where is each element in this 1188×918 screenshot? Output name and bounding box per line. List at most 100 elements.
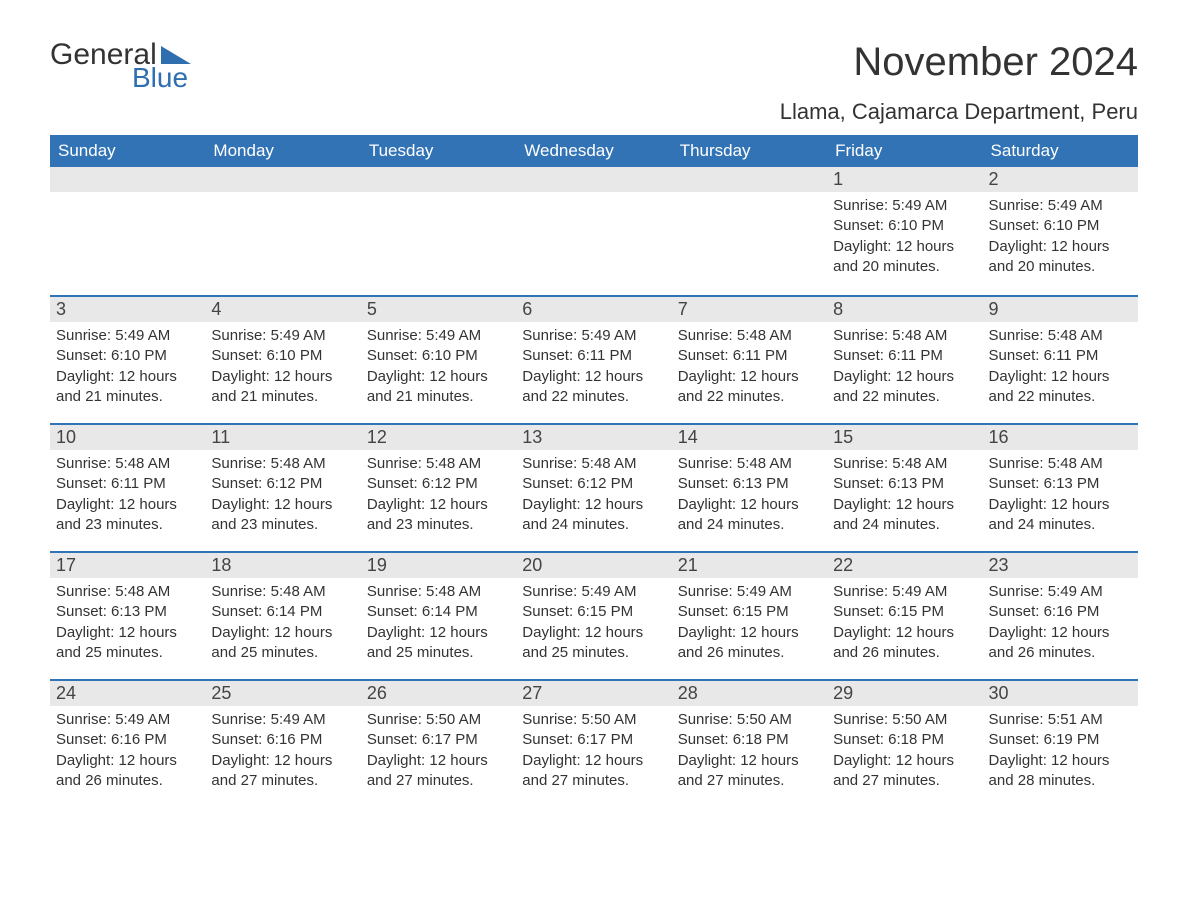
cell-body: Sunrise: 5:50 AMSunset: 6:18 PMDaylight:…: [672, 706, 827, 801]
date-number: 12: [361, 425, 516, 450]
calendar-cell: 20Sunrise: 5:49 AMSunset: 6:15 PMDayligh…: [516, 553, 671, 679]
calendar-cell: 5Sunrise: 5:49 AMSunset: 6:10 PMDaylight…: [361, 297, 516, 423]
date-number: 18: [205, 553, 360, 578]
sunset-text: Sunset: 6:10 PM: [211, 346, 354, 366]
calendar: SundayMondayTuesdayWednesdayThursdayFrid…: [50, 135, 1138, 807]
date-number: 28: [672, 681, 827, 706]
cell-body: Sunrise: 5:49 AMSunset: 6:10 PMDaylight:…: [983, 192, 1138, 287]
cell-body: Sunrise: 5:49 AMSunset: 6:16 PMDaylight:…: [50, 706, 205, 801]
sunrise-text: Sunrise: 5:50 AM: [367, 710, 510, 730]
cell-body: Sunrise: 5:49 AMSunset: 6:10 PMDaylight:…: [827, 192, 982, 287]
calendar-cell: 6Sunrise: 5:49 AMSunset: 6:11 PMDaylight…: [516, 297, 671, 423]
daylight-text: Daylight: 12 hours and 25 minutes.: [367, 623, 510, 664]
week-row: 17Sunrise: 5:48 AMSunset: 6:13 PMDayligh…: [50, 551, 1138, 679]
daylight-text: Daylight: 12 hours and 27 minutes.: [522, 751, 665, 792]
week-row: 10Sunrise: 5:48 AMSunset: 6:11 PMDayligh…: [50, 423, 1138, 551]
day-header-sunday: Sunday: [50, 135, 205, 167]
sunset-text: Sunset: 6:12 PM: [522, 474, 665, 494]
sunset-text: Sunset: 6:13 PM: [678, 474, 821, 494]
daylight-text: Daylight: 12 hours and 22 minutes.: [522, 367, 665, 408]
sunrise-text: Sunrise: 5:48 AM: [833, 454, 976, 474]
calendar-cell: 18Sunrise: 5:48 AMSunset: 6:14 PMDayligh…: [205, 553, 360, 679]
cell-body: Sunrise: 5:48 AMSunset: 6:11 PMDaylight:…: [50, 450, 205, 545]
cell-body: Sunrise: 5:49 AMSunset: 6:10 PMDaylight:…: [205, 322, 360, 417]
calendar-cell: 8Sunrise: 5:48 AMSunset: 6:11 PMDaylight…: [827, 297, 982, 423]
calendar-cell: 28Sunrise: 5:50 AMSunset: 6:18 PMDayligh…: [672, 681, 827, 807]
week-row: 3Sunrise: 5:49 AMSunset: 6:10 PMDaylight…: [50, 295, 1138, 423]
month-title: November 2024: [780, 40, 1138, 85]
date-number: 2: [983, 167, 1138, 192]
date-number: 8: [827, 297, 982, 322]
sunrise-text: Sunrise: 5:50 AM: [522, 710, 665, 730]
date-number: 10: [50, 425, 205, 450]
date-number: 20: [516, 553, 671, 578]
calendar-cell: 10Sunrise: 5:48 AMSunset: 6:11 PMDayligh…: [50, 425, 205, 551]
cell-body: Sunrise: 5:48 AMSunset: 6:14 PMDaylight:…: [205, 578, 360, 673]
calendar-cell: 27Sunrise: 5:50 AMSunset: 6:17 PMDayligh…: [516, 681, 671, 807]
sunrise-text: Sunrise: 5:48 AM: [833, 326, 976, 346]
calendar-cell: 30Sunrise: 5:51 AMSunset: 6:19 PMDayligh…: [983, 681, 1138, 807]
calendar-cell: 24Sunrise: 5:49 AMSunset: 6:16 PMDayligh…: [50, 681, 205, 807]
date-number: 1: [827, 167, 982, 192]
date-number: 15: [827, 425, 982, 450]
date-number: 23: [983, 553, 1138, 578]
day-header-friday: Friday: [827, 135, 982, 167]
calendar-cell: 2Sunrise: 5:49 AMSunset: 6:10 PMDaylight…: [983, 167, 1138, 295]
date-number: [361, 167, 516, 192]
sunset-text: Sunset: 6:16 PM: [211, 730, 354, 750]
sunrise-text: Sunrise: 5:49 AM: [522, 326, 665, 346]
sunset-text: Sunset: 6:10 PM: [56, 346, 199, 366]
cell-body: Sunrise: 5:48 AMSunset: 6:12 PMDaylight:…: [516, 450, 671, 545]
calendar-cell: 19Sunrise: 5:48 AMSunset: 6:14 PMDayligh…: [361, 553, 516, 679]
daylight-text: Daylight: 12 hours and 28 minutes.: [989, 751, 1132, 792]
calendar-cell: 16Sunrise: 5:48 AMSunset: 6:13 PMDayligh…: [983, 425, 1138, 551]
date-number: 17: [50, 553, 205, 578]
cell-body: [50, 192, 205, 206]
sunrise-text: Sunrise: 5:48 AM: [211, 582, 354, 602]
daylight-text: Daylight: 12 hours and 24 minutes.: [522, 495, 665, 536]
calendar-cell: 29Sunrise: 5:50 AMSunset: 6:18 PMDayligh…: [827, 681, 982, 807]
daylight-text: Daylight: 12 hours and 22 minutes.: [989, 367, 1132, 408]
day-header-row: SundayMondayTuesdayWednesdayThursdayFrid…: [50, 135, 1138, 167]
sunset-text: Sunset: 6:18 PM: [678, 730, 821, 750]
calendar-cell: [516, 167, 671, 295]
cell-body: Sunrise: 5:49 AMSunset: 6:16 PMDaylight:…: [983, 578, 1138, 673]
date-number: 26: [361, 681, 516, 706]
daylight-text: Daylight: 12 hours and 27 minutes.: [367, 751, 510, 792]
sunrise-text: Sunrise: 5:48 AM: [678, 454, 821, 474]
date-number: 13: [516, 425, 671, 450]
daylight-text: Daylight: 12 hours and 22 minutes.: [833, 367, 976, 408]
calendar-cell: 13Sunrise: 5:48 AMSunset: 6:12 PMDayligh…: [516, 425, 671, 551]
sunset-text: Sunset: 6:11 PM: [678, 346, 821, 366]
sunset-text: Sunset: 6:15 PM: [678, 602, 821, 622]
daylight-text: Daylight: 12 hours and 23 minutes.: [367, 495, 510, 536]
sunrise-text: Sunrise: 5:48 AM: [989, 326, 1132, 346]
sunset-text: Sunset: 6:10 PM: [989, 216, 1132, 236]
date-number: 16: [983, 425, 1138, 450]
daylight-text: Daylight: 12 hours and 21 minutes.: [211, 367, 354, 408]
cell-body: Sunrise: 5:49 AMSunset: 6:15 PMDaylight:…: [672, 578, 827, 673]
daylight-text: Daylight: 12 hours and 25 minutes.: [56, 623, 199, 664]
calendar-cell: [672, 167, 827, 295]
cell-body: [361, 192, 516, 206]
daylight-text: Daylight: 12 hours and 26 minutes.: [678, 623, 821, 664]
calendar-cell: 23Sunrise: 5:49 AMSunset: 6:16 PMDayligh…: [983, 553, 1138, 679]
cell-body: [672, 192, 827, 206]
cell-body: Sunrise: 5:49 AMSunset: 6:15 PMDaylight:…: [516, 578, 671, 673]
calendar-cell: 14Sunrise: 5:48 AMSunset: 6:13 PMDayligh…: [672, 425, 827, 551]
cell-body: Sunrise: 5:49 AMSunset: 6:15 PMDaylight:…: [827, 578, 982, 673]
sunset-text: Sunset: 6:12 PM: [367, 474, 510, 494]
cell-body: Sunrise: 5:48 AMSunset: 6:12 PMDaylight:…: [205, 450, 360, 545]
sunrise-text: Sunrise: 5:48 AM: [56, 454, 199, 474]
daylight-text: Daylight: 12 hours and 27 minutes.: [211, 751, 354, 792]
sunset-text: Sunset: 6:15 PM: [833, 602, 976, 622]
daylight-text: Daylight: 12 hours and 23 minutes.: [56, 495, 199, 536]
daylight-text: Daylight: 12 hours and 26 minutes.: [833, 623, 976, 664]
sunset-text: Sunset: 6:13 PM: [56, 602, 199, 622]
calendar-cell: [205, 167, 360, 295]
daylight-text: Daylight: 12 hours and 21 minutes.: [367, 367, 510, 408]
sunset-text: Sunset: 6:10 PM: [367, 346, 510, 366]
date-number: 19: [361, 553, 516, 578]
calendar-cell: 22Sunrise: 5:49 AMSunset: 6:15 PMDayligh…: [827, 553, 982, 679]
sunrise-text: Sunrise: 5:48 AM: [211, 454, 354, 474]
